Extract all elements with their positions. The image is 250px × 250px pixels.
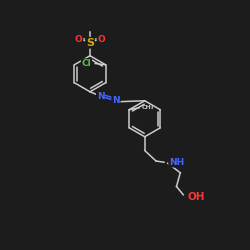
Text: S: S (86, 38, 94, 48)
Text: N: N (112, 96, 120, 105)
Text: NH: NH (169, 158, 184, 167)
Text: O: O (98, 34, 105, 43)
Text: OH: OH (188, 192, 205, 202)
Text: CH₃: CH₃ (142, 105, 155, 110)
Text: N: N (97, 92, 104, 101)
Text: Cl: Cl (82, 59, 91, 68)
Text: O: O (75, 34, 82, 43)
